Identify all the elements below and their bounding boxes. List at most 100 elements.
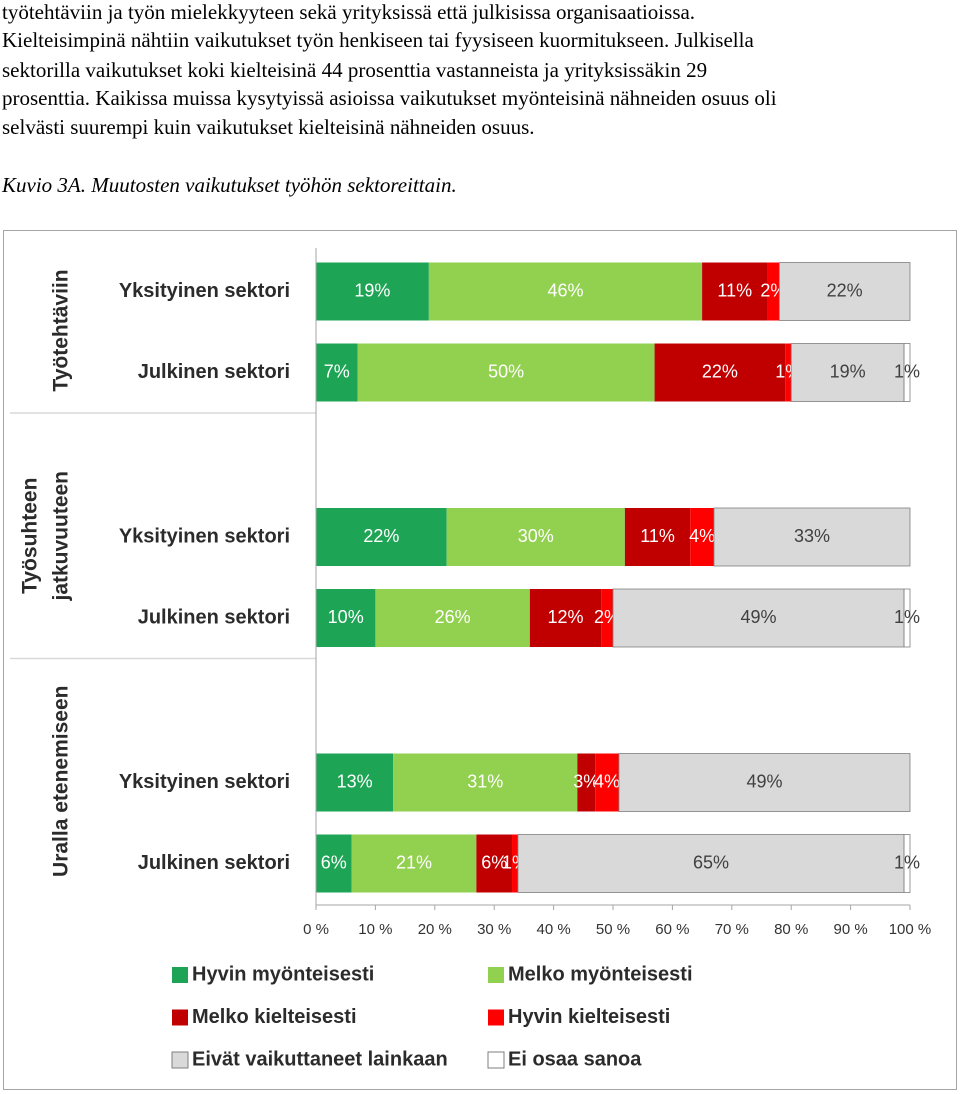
bar-segment	[393, 753, 578, 812]
bar-segment	[428, 262, 703, 321]
value-label: 50%	[488, 361, 524, 381]
bar-segment	[778, 262, 911, 321]
legend-swatch	[171, 1051, 189, 1069]
value-label: 6%	[481, 852, 507, 872]
category-label: Yksityinen sektori	[119, 771, 290, 793]
value-label: 19%	[830, 361, 866, 381]
legend-label: Ei osaa sanoa	[508, 1048, 642, 1070]
x-tick-label: 40 %	[536, 921, 570, 938]
category-label: Julkinen sektori	[138, 606, 290, 628]
bar-segment	[601, 589, 613, 647]
group-label: Uralla etenemiseen	[50, 686, 73, 877]
bar-segment	[316, 262, 429, 321]
value-label: 22%	[363, 526, 399, 546]
bar-segment	[785, 343, 792, 402]
bar-segment	[316, 343, 358, 402]
value-label: 65%	[693, 852, 729, 872]
x-tick-label: 0 %	[303, 921, 329, 938]
x-tick-label: 70 %	[715, 921, 749, 938]
value-label: 11%	[640, 526, 675, 546]
value-label: 13%	[337, 771, 373, 791]
bar-segment	[529, 589, 602, 647]
bar-segment	[316, 508, 447, 566]
group-label: jatkuvuuteen	[50, 471, 73, 602]
value-label: 1%	[894, 361, 920, 381]
value-label: 7%	[324, 361, 350, 381]
bar-segment	[702, 262, 768, 321]
legend-swatch	[488, 1009, 504, 1026]
value-label: 10%	[328, 607, 364, 627]
value-label: 49%	[746, 771, 782, 791]
bar-segment	[517, 834, 905, 893]
x-tick-label: 100 %	[889, 921, 932, 938]
group-label: Työsuhteen	[19, 478, 42, 594]
value-label: 21%	[396, 852, 432, 872]
category-label: Julkinen sektori	[138, 361, 290, 383]
figure-caption: Kuvio 3A. Muutosten vaikutukset työhön s…	[1, 173, 457, 197]
bar-segment	[351, 834, 477, 893]
value-label: 6%	[321, 852, 347, 872]
legend-label: Hyvin kielteisesti	[508, 1006, 670, 1028]
legend-swatch	[172, 1009, 188, 1026]
bar-segment	[618, 753, 911, 812]
value-label: 30%	[518, 526, 554, 546]
x-tick-label: 10 %	[358, 921, 392, 938]
bar-segment	[612, 588, 905, 648]
bar-segment	[316, 753, 394, 812]
legend-swatch	[487, 1051, 505, 1069]
value-label: 4%	[594, 771, 620, 791]
bar-segment	[903, 588, 911, 648]
value-label: 26%	[435, 607, 471, 627]
value-label: 12%	[547, 607, 583, 627]
bar-segment	[624, 508, 691, 566]
text-line: Kielteisimpinä nähtiin vaikutukset työn …	[2, 28, 754, 52]
x-tick-label: 50 %	[596, 921, 630, 938]
bar-segment	[446, 508, 625, 566]
category-label: Yksityinen sektori	[119, 280, 290, 302]
bar-segment	[903, 834, 911, 893]
bar-segment	[790, 343, 905, 402]
legend-swatch	[172, 967, 188, 983]
value-label: 22%	[827, 280, 863, 300]
bar-segment	[767, 262, 780, 321]
bar-segment	[512, 834, 518, 893]
document-text: työtehtäviin ja työn mielekkyyteen sekä …	[1, 0, 777, 197]
value-label: 3%	[573, 771, 599, 791]
category-label: Yksityinen sektori	[119, 525, 290, 547]
text-line: työtehtäviin ja työn mielekkyyteen sekä …	[2, 0, 695, 24]
text-line: prosenttia. Kaikissa muissa kysytyissä a…	[2, 86, 777, 110]
value-label: 31%	[467, 771, 503, 791]
x-tick-label: 20 %	[418, 921, 452, 938]
x-tick-label: 90 %	[833, 921, 867, 938]
value-label: 49%	[741, 607, 777, 627]
value-label: 22%	[702, 361, 738, 381]
value-label: 1%	[894, 607, 920, 627]
text-line: selvästi suurempi kuin vaikutukset kielt…	[2, 115, 535, 139]
bar-segment	[577, 753, 596, 812]
bar-segment	[595, 753, 619, 812]
bar-segment	[375, 589, 530, 647]
bar-segment	[654, 343, 786, 402]
chart: Työtehtäviin Työsuhteen jatkuvuuteen Uralla…	[10, 248, 931, 1070]
text-line: sektorilla vaikutukset koki kielteisinä …	[2, 58, 707, 82]
bar-segment	[316, 589, 376, 647]
group-label: Työtehtäviin	[50, 269, 73, 391]
value-label: 4%	[689, 526, 715, 546]
value-label: 46%	[547, 280, 583, 300]
bar-segment	[713, 507, 911, 567]
x-tick-label: 30 %	[477, 921, 511, 938]
value-label: 19%	[354, 280, 390, 300]
bar-segment	[690, 508, 714, 566]
bar-segment	[903, 343, 911, 402]
bar-segment	[357, 343, 655, 402]
bar-segment	[476, 834, 513, 893]
legend-label: Hyvin myönteisesti	[192, 963, 374, 985]
x-tick-label: 80 %	[774, 921, 808, 938]
category-label: Julkinen sektori	[138, 852, 290, 874]
legend-label: Eivät vaikuttaneet lainkaan	[192, 1048, 448, 1070]
x-tick-label: 60 %	[655, 921, 689, 938]
value-label: 1%	[894, 852, 920, 872]
value-label: 11%	[717, 280, 752, 300]
value-label: 33%	[794, 526, 830, 546]
